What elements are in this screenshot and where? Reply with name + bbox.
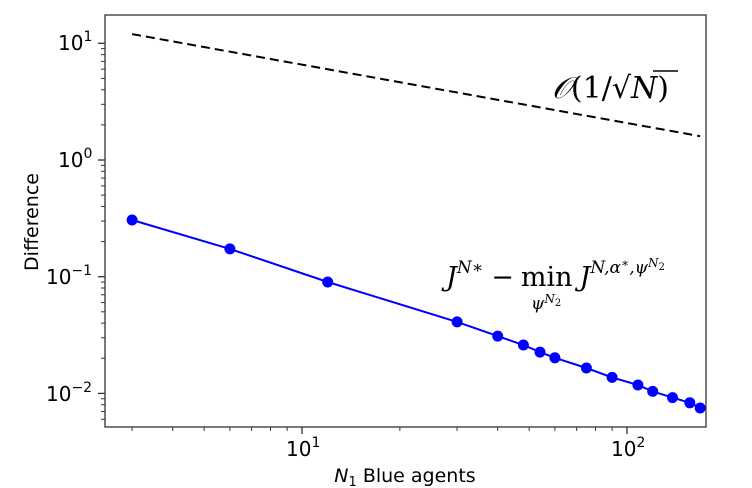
min-subscript: ψN2 [531,292,561,314]
svg-text:𝒪(1/√N): 𝒪(1/√N) [552,71,669,106]
data-point-marker [517,339,529,351]
x-axis-label: N1 Blue agents [334,465,475,488]
plot-frame [104,14,707,428]
y-tick-10-1: 101 [58,29,92,55]
blue-series-markers [126,214,706,414]
data-point-marker [224,243,236,255]
data-point-marker [126,214,138,226]
data-point-marker [492,330,504,342]
data-point-marker [632,379,644,391]
annotation-reference-rate: 𝒪(1/√N) [552,70,678,106]
y-tick-10-m2: 10−2 [46,380,92,406]
data-point-marker [667,392,678,404]
data-point-marker [647,385,659,397]
data-point-marker [606,371,618,383]
major-ticks [98,42,628,434]
data-point-marker [322,276,334,288]
x-tick-10-2: 102 [611,435,645,461]
x-tick-labels: 101 102 [286,435,645,461]
data-point-marker [580,362,592,374]
data-point-marker [534,346,546,358]
reference-dashed-line [131,33,701,138]
y-tick-10-m1: 10−1 [46,263,92,289]
data-point-marker [549,352,561,364]
minor-ticks [101,48,613,431]
y-tick-10-0: 100 [58,146,92,172]
y-tick-labels: 101 100 10−1 10−2 [46,29,92,406]
y-axis-label: Difference [21,173,43,271]
data-point-marker [451,316,463,328]
data-point-marker [684,397,696,409]
data-point-marker [694,402,706,414]
annotation-series-formula: JN∗ − min JN,α∗,ψN2 ψN2 [441,256,665,314]
x-tick-10-1: 101 [286,435,320,461]
